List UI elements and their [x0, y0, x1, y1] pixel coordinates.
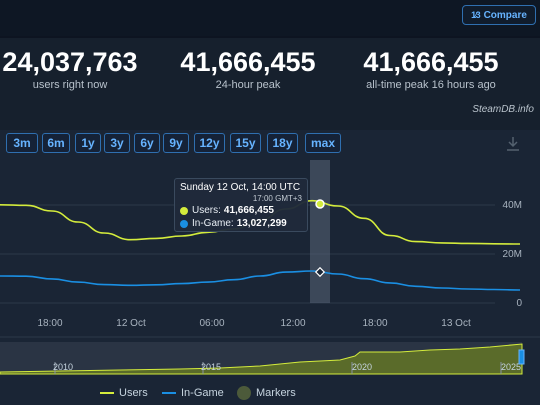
stat-all-time-peak: 41,666,455 all-time peak 16 hours ago	[323, 46, 539, 92]
navigator-series	[0, 343, 523, 375]
tooltip-ingame-value: 13,027,299	[236, 218, 287, 229]
top-bar: 1⁄3 Compare	[0, 0, 540, 36]
navigator-label-2015: 2015	[201, 362, 221, 372]
stat-24h-peak-label: 24-hour peak	[215, 79, 281, 91]
player-count-chart: 40M 20M 0 18:00 12 Oct 06:00 12:00 18:00…	[0, 160, 540, 375]
users-dot-icon	[180, 206, 188, 215]
x-tick-06-00: 06:00	[199, 318, 224, 329]
legend-markers-label: Markers	[256, 387, 296, 399]
stat-current: 24,037,763 users right now	[0, 46, 180, 92]
stat-current-value: 24,037,763	[2, 47, 138, 77]
x-tick-18-00-a: 18:00	[37, 318, 62, 329]
y-tick-20m: 20M	[503, 249, 522, 260]
series-ingame	[0, 270, 521, 291]
tooltip-users-value: 41,666,455	[223, 205, 274, 216]
sort-numeric-icon: 1⁄3	[471, 10, 480, 20]
stat-current-label: users right now	[32, 79, 108, 91]
x-tick-13-oct: 13 Oct	[441, 318, 471, 329]
x-tick-12-oct: 12 Oct	[116, 318, 146, 329]
tooltip-ingame-label: In-Game:	[192, 218, 234, 229]
x-tick-12-00: 12:00	[280, 318, 305, 329]
compare-label: Compare	[483, 9, 527, 21]
stat-24h-peak-value: 41,666,455	[180, 47, 316, 77]
ingame-dot-icon	[180, 219, 188, 228]
tooltip-users-row: Users: 41,666,455	[180, 204, 302, 217]
stat-all-time-peak-label: all-time peak 16 hours ago	[366, 79, 496, 91]
range-button-6m[interactable]: 6m	[42, 133, 70, 153]
chart-tooltip: Sunday 12 Oct, 14:00 UTC 17:00 GMT+3 Use…	[174, 178, 308, 232]
range-button-12y[interactable]: 12y	[194, 133, 225, 153]
download-icon[interactable]	[506, 136, 520, 152]
range-button-9y[interactable]: 9y	[163, 133, 189, 153]
tooltip-subtitle: 17:00 GMT+3	[252, 194, 302, 203]
navigator-label-2020: 2020	[352, 362, 372, 372]
range-button-18y[interactable]: 18y	[267, 133, 298, 153]
navigator-label-2010: 2010	[53, 362, 73, 372]
y-tick-0: 0	[516, 298, 522, 309]
ingame-line-icon	[162, 392, 176, 394]
hover-crosshair-band	[310, 160, 330, 303]
navigator-handle	[518, 349, 525, 365]
legend-users-label: Users	[119, 387, 148, 399]
stat-all-time-peak-value: 41,666,455	[363, 47, 499, 77]
legend-item-markers[interactable]: Markers	[237, 385, 296, 401]
tooltip-users-label: Users:	[192, 205, 221, 216]
users-hover-point	[315, 199, 325, 209]
legend-ingame-label: In-Game	[181, 387, 224, 399]
tooltip-ingame-row: In-Game: 13,027,299	[180, 217, 302, 230]
stats-panel: 24,037,763 users right now 41,666,455 24…	[0, 38, 540, 130]
markers-icon	[237, 386, 251, 400]
range-button-3m[interactable]: 3m	[6, 133, 38, 153]
navigator-label-2025: 2025	[501, 362, 521, 372]
range-button-3y[interactable]: 3y	[104, 133, 130, 153]
legend-item-users[interactable]: Users	[100, 385, 148, 401]
range-button-1y[interactable]: 1y	[75, 133, 101, 153]
steamdb-credit: SteamDB.info	[472, 104, 534, 115]
range-button-15y[interactable]: 15y	[230, 133, 261, 153]
legend-item-ingame[interactable]: In-Game	[162, 385, 224, 401]
y-tick-40m: 40M	[503, 200, 522, 211]
range-button-max[interactable]: max	[305, 133, 341, 153]
ingame-hover-point	[314, 266, 326, 278]
users-line-icon	[100, 392, 114, 394]
stat-24h-peak: 41,666,455 24-hour peak	[140, 46, 356, 92]
tooltip-title: Sunday 12 Oct, 14:00 UTC	[180, 182, 301, 193]
series-line-ingame	[0, 270, 521, 291]
compare-button[interactable]: 1⁄3 Compare	[462, 5, 536, 25]
x-tick-18-00-b: 18:00	[362, 318, 387, 329]
range-button-6y[interactable]: 6y	[134, 133, 160, 153]
